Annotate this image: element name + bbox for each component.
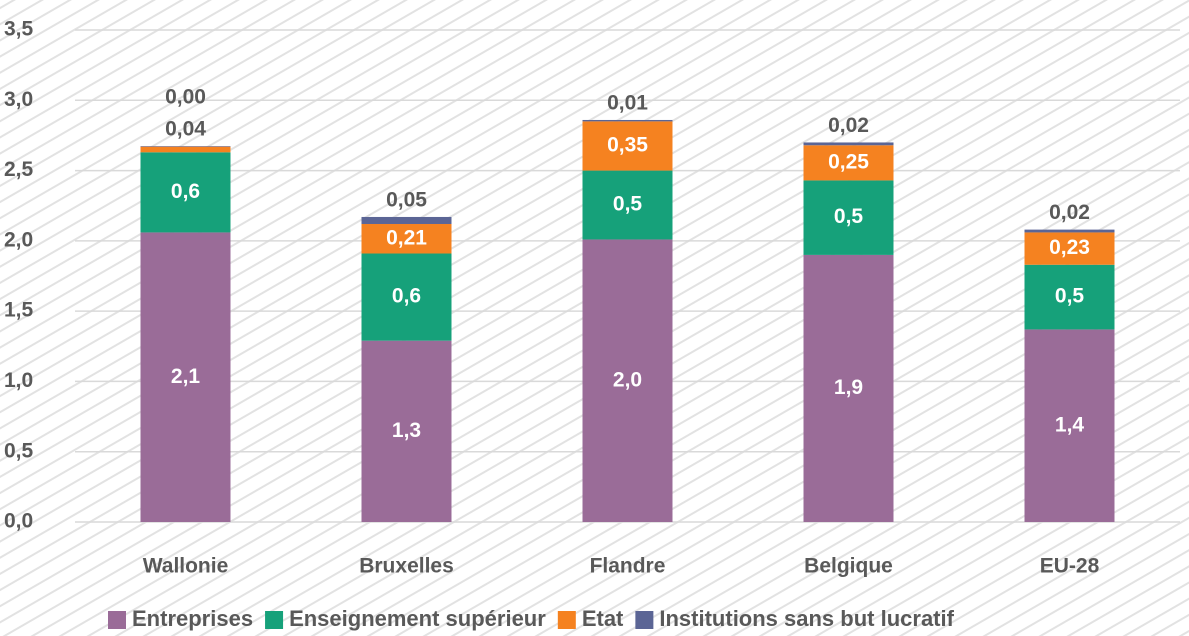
legend-label: Enseignement supérieur xyxy=(289,606,546,631)
y-tick-label: 0,0 xyxy=(4,510,33,533)
data-label: 0,5 xyxy=(613,193,643,216)
x-tick-label: EU-28 xyxy=(1040,555,1100,578)
bar-segment xyxy=(803,145,894,181)
bar-segment xyxy=(1024,229,1115,233)
legend-label: Entreprises xyxy=(132,606,253,631)
y-tick-label: 1,0 xyxy=(4,369,33,392)
bar-segment xyxy=(1024,329,1115,522)
data-label: 0,00 xyxy=(165,86,206,109)
bar-segment xyxy=(140,152,231,233)
bar-segment xyxy=(140,146,231,153)
data-label: 0,6 xyxy=(171,180,200,203)
bar-segment xyxy=(1024,264,1115,330)
y-tick-label: 0,5 xyxy=(4,439,34,462)
data-label: 0,02 xyxy=(1049,201,1090,224)
data-label: 2,1 xyxy=(171,365,201,388)
bar-segment xyxy=(1024,232,1115,265)
bar-segment xyxy=(361,253,452,341)
data-label: 0,35 xyxy=(607,134,648,157)
y-tick-label: 2,5 xyxy=(4,158,34,181)
legend-label: Institutions sans but lucratif xyxy=(659,606,954,631)
x-tick-label: Flandre xyxy=(590,555,666,578)
data-label: 0,6 xyxy=(392,285,421,308)
data-label: 0,25 xyxy=(828,150,869,173)
data-label: 0,23 xyxy=(1049,236,1090,259)
legend-swatch xyxy=(265,611,284,629)
data-label: 2,0 xyxy=(613,368,642,391)
bar-segment xyxy=(582,119,673,122)
data-label: 0,04 xyxy=(165,118,206,141)
data-label: 0,5 xyxy=(834,205,864,228)
bar-segment xyxy=(140,146,231,147)
data-label: 1,4 xyxy=(1055,413,1085,436)
data-label: 0,21 xyxy=(386,226,427,249)
data-label: 1,9 xyxy=(834,376,863,399)
y-tick-label: 2,0 xyxy=(4,228,33,251)
data-label: 0,05 xyxy=(386,189,427,212)
x-tick-label: Belgique xyxy=(804,555,893,578)
bar-segment xyxy=(361,216,452,224)
y-tick-label: 1,5 xyxy=(4,299,34,322)
bar-segment xyxy=(803,142,894,146)
x-tick-label: Wallonie xyxy=(143,555,229,578)
legend-swatch xyxy=(557,611,576,629)
legend-swatch xyxy=(635,611,654,629)
x-tick-label: Bruxelles xyxy=(359,555,454,578)
data-label: 0,01 xyxy=(607,92,648,115)
bar-segment xyxy=(803,180,894,255)
bar-segment xyxy=(582,170,673,240)
bar-segment xyxy=(582,239,673,523)
legend-label: Etat xyxy=(582,606,624,631)
data-label: 0,5 xyxy=(1055,285,1085,308)
bar-segment xyxy=(803,254,894,522)
bar-segment xyxy=(140,232,231,522)
data-label: 0,02 xyxy=(828,114,869,137)
y-tick-label: 3,0 xyxy=(4,88,33,111)
data-label: 1,3 xyxy=(392,419,421,442)
bar-segment xyxy=(361,340,452,522)
bar-segment xyxy=(361,223,452,254)
bar-segment xyxy=(582,121,673,171)
legend-swatch xyxy=(108,611,126,629)
y-tick-label: 3,5 xyxy=(4,18,34,41)
